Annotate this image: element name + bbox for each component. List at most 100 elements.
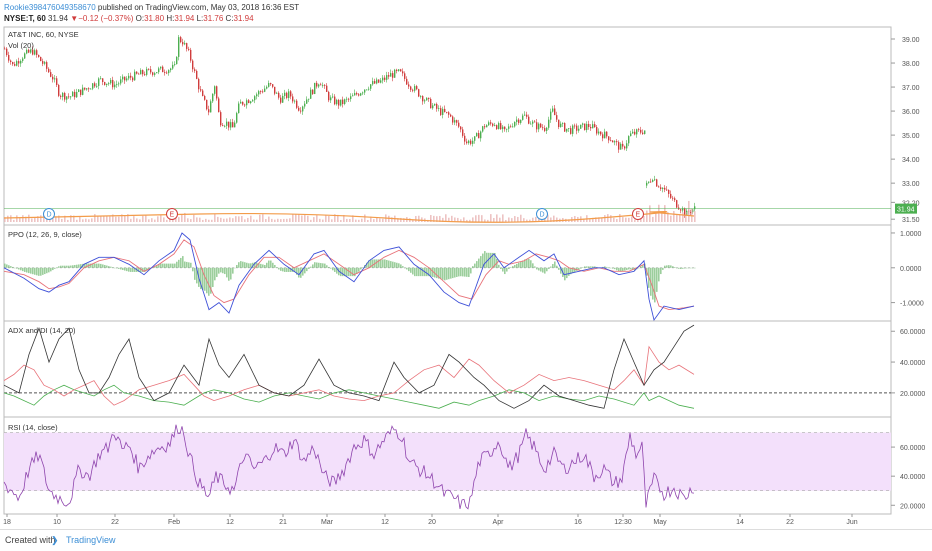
tradingview-brand-link[interactable]: TradingView [66, 535, 116, 545]
volume-bar [457, 217, 459, 222]
volume-bar [592, 217, 594, 222]
y-tick-label: 33.00 [902, 181, 920, 188]
username-link[interactable]: Rookie398476049358670 [4, 3, 96, 12]
volume-bar [610, 215, 612, 222]
ppo-histogram-bar [6, 264, 8, 268]
candle-body [246, 100, 248, 106]
ppo-histogram-bar [442, 267, 444, 280]
candle-body [422, 96, 424, 102]
event-marker-label: E [636, 212, 641, 219]
ppo-histogram-bar [132, 267, 134, 272]
candle-body [528, 116, 530, 124]
candle-body [648, 181, 650, 183]
ppo-histogram-bar [622, 267, 624, 272]
candle-body [536, 122, 538, 130]
ppo-histogram-bar [250, 263, 252, 268]
ppo-histogram-bar [254, 262, 256, 268]
ppo-histogram-bar [290, 267, 292, 272]
high-label: H: [166, 14, 175, 23]
volume-bar [184, 212, 186, 222]
volume-bar [196, 217, 198, 222]
ppo-histogram-bar [320, 263, 322, 268]
candle-body [620, 143, 622, 150]
chart-area[interactable]: 39.0038.0037.0036.0035.0034.0033.0032.20… [0, 0, 932, 529]
x-tick-label: 22 [111, 519, 119, 526]
ppo-histogram-bar [428, 267, 430, 277]
ppo-histogram-bar [46, 267, 48, 274]
ppo-histogram-bar [24, 267, 26, 272]
candle-body [214, 86, 216, 94]
volume-bar [133, 216, 135, 222]
candle-body [432, 105, 434, 109]
last-price: 31.94 [48, 14, 69, 23]
candle-body [280, 97, 282, 103]
candle-body [406, 78, 408, 85]
volume-bar [136, 218, 138, 222]
y-tick-label: 60.0000 [900, 329, 925, 336]
volume-bar [655, 213, 657, 222]
ppo-histogram-bar [246, 262, 248, 268]
candle-body [376, 79, 378, 84]
ppo-histogram-bar [560, 267, 562, 274]
candle-body [22, 58, 24, 61]
ppo-histogram-bar [430, 267, 432, 277]
candle-body [76, 91, 78, 98]
candle-body [212, 93, 214, 102]
ppo-histogram-bar [156, 265, 158, 268]
ppo-histogram-bar [96, 263, 98, 268]
volume-bar [211, 219, 213, 222]
volume-bar [475, 215, 477, 222]
volume-bar [127, 214, 129, 222]
candle-body [596, 127, 598, 134]
candle-body [94, 83, 96, 87]
ppo-histogram-bar [116, 267, 118, 269]
ppo-histogram-bar [546, 267, 548, 272]
price-label: 31.94 [897, 207, 915, 214]
candle-body [636, 129, 638, 135]
ppo-histogram-bar [240, 261, 242, 268]
candle-body [602, 134, 604, 139]
candle-body [670, 193, 672, 198]
candle-body [462, 129, 464, 136]
candle-body [594, 124, 596, 128]
candle-body [32, 49, 34, 55]
ppo-histogram-bar [324, 263, 326, 268]
ppo-histogram-bar [610, 267, 612, 269]
candle-body [314, 82, 316, 94]
candle-body [654, 179, 656, 181]
candle-body [90, 88, 92, 90]
candle-body [382, 77, 384, 81]
candle-body [464, 135, 466, 142]
ppo-histogram-bar [314, 262, 316, 268]
candle-body [362, 92, 364, 94]
ppo-histogram-bar [330, 267, 332, 269]
candle-body [446, 112, 448, 113]
ppo-histogram-bar [624, 267, 626, 271]
ppo-histogram-bar [190, 262, 192, 268]
candle-body [524, 114, 526, 116]
candle-body [252, 100, 254, 102]
footer: Created with ❯ TradingView [0, 529, 932, 551]
candle-body [674, 198, 676, 201]
tradingview-logo-icon[interactable]: ❯ [51, 535, 59, 545]
y-tick-label: 31.50 [902, 217, 920, 224]
ppo-histogram-bar [316, 262, 318, 268]
ppo-histogram-bar [368, 260, 370, 268]
y-tick-label: 40.0000 [900, 474, 925, 481]
candle-body [404, 73, 406, 79]
candle-body [210, 101, 212, 113]
volume-bar [469, 219, 471, 222]
candle-body [522, 115, 524, 120]
ppo-histogram-bar [480, 256, 482, 268]
candle-body [262, 91, 264, 93]
volume-bar [400, 217, 402, 222]
ppo-histogram-bar [312, 264, 314, 268]
ppo-histogram-bar [494, 252, 496, 268]
volume-bar [280, 219, 282, 222]
candle-body [174, 64, 176, 65]
ppo-histogram-bar [356, 267, 358, 274]
candle-body [686, 210, 688, 216]
ppo-histogram-bar [176, 261, 178, 268]
candle-body [608, 136, 610, 141]
volume-bar [43, 214, 45, 222]
